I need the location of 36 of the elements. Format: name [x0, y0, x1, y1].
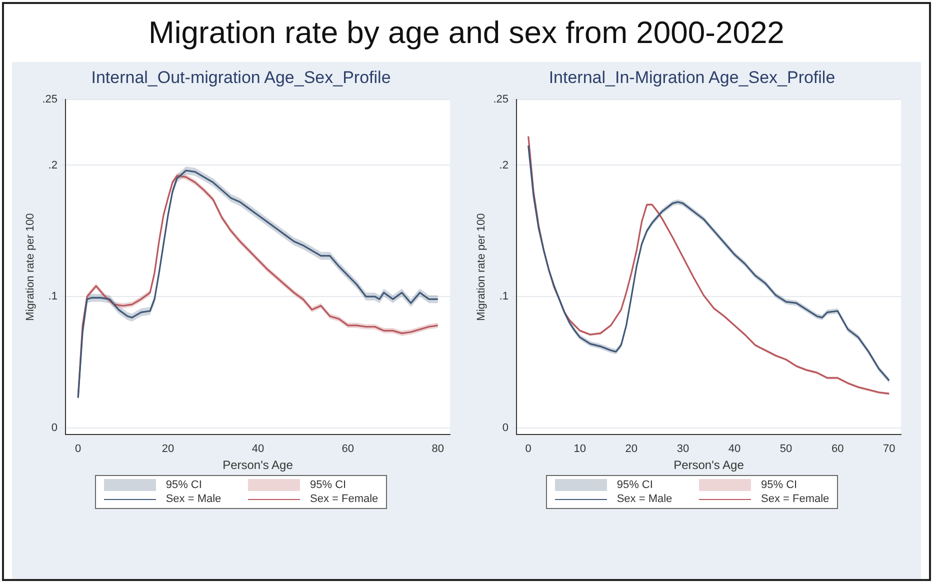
y-tick-label: .25	[493, 94, 508, 106]
x-tick-label: 10	[574, 443, 586, 456]
x-tick-label: 60	[342, 443, 354, 456]
y-tick-label: .25	[42, 94, 58, 106]
x-tick-label: 80	[432, 443, 444, 456]
y-tick-label: .2	[499, 159, 508, 172]
x-tick-label: 40	[728, 443, 741, 456]
x-axis-title: Person's Age	[674, 458, 744, 472]
y-axis-title: Migration rate per 100	[24, 213, 37, 321]
x-tick-label: 70	[883, 443, 896, 456]
x-tick-label: 0	[525, 443, 532, 456]
y-tick-label: .2	[48, 159, 58, 172]
legend-label: Sex = Female	[761, 493, 830, 505]
chart-subtitle: Internal_Out-migration Age_Sex_Profile	[91, 68, 391, 89]
text: 95% CI	[310, 479, 346, 491]
y-tick-label: 0	[51, 422, 58, 434]
legend-label: Sex = Male	[166, 493, 222, 505]
y-tick-label: .1	[499, 290, 508, 303]
x-tick-label: 50	[780, 443, 792, 456]
x-tick-label: 30	[676, 443, 690, 456]
chart-subtitle: Internal_In-Migration Age_Sex_Profile	[548, 68, 836, 89]
chart-title: Migration rate by age and sex from 2000-2022	[148, 14, 786, 52]
y-tick-label: 0	[502, 422, 508, 434]
x-tick-label: 0	[75, 443, 82, 456]
y-axis-title: Migration rate per 100	[476, 213, 488, 321]
x-axis-title: Person's Age	[222, 458, 294, 472]
y-tick-label: .1	[48, 290, 58, 303]
text: 95% CI	[616, 479, 653, 491]
text: 95% CI	[761, 479, 798, 491]
legend-label: Sex = Male	[616, 493, 672, 505]
x-tick-label: 20	[162, 443, 174, 456]
text: 95% CI	[166, 479, 202, 491]
x-tick-label: 60	[831, 443, 844, 456]
x-tick-label: 20	[625, 443, 638, 456]
x-tick-label: 40	[252, 443, 264, 456]
legend-label: Sex = Female	[310, 493, 378, 505]
